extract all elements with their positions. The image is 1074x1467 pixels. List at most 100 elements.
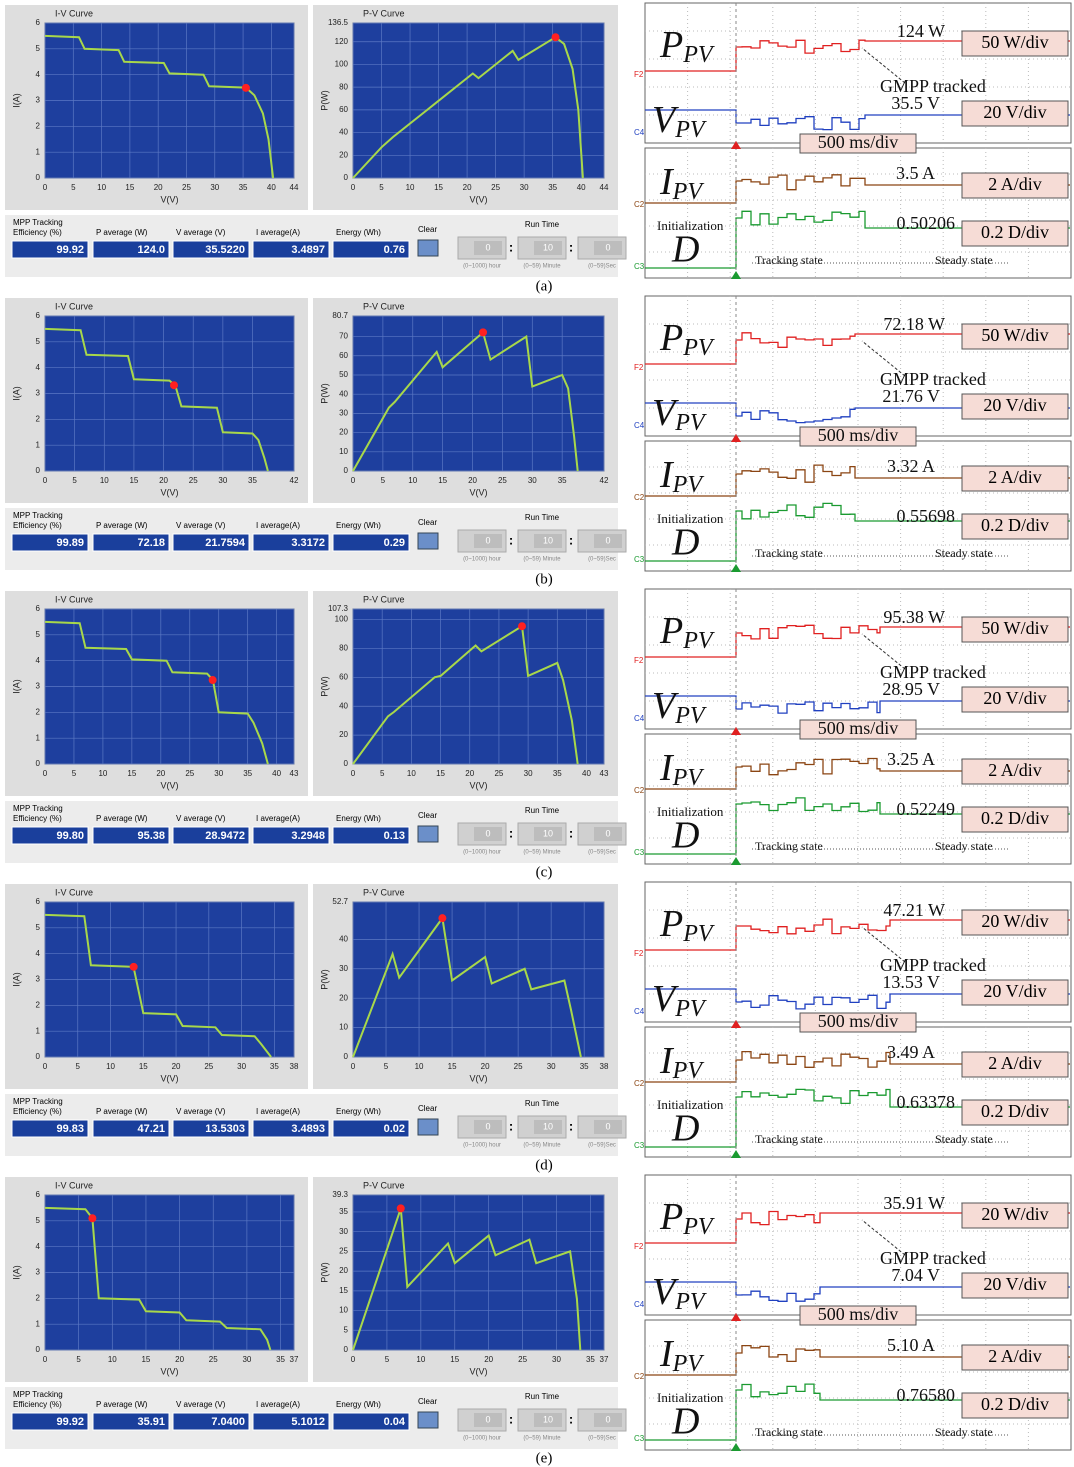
y-tick-label: 40	[339, 701, 348, 710]
stat-value: 99.92	[56, 1416, 84, 1428]
x-axis-label: V(V)	[470, 1073, 488, 1083]
x-tick-label: 20	[465, 769, 474, 778]
x-tick-label: 30	[242, 1355, 251, 1364]
stat-label: V average (V)	[176, 814, 226, 823]
x-tick-label: 44	[290, 183, 299, 192]
curve-chart: P-V Curve0510152025303540430204060801001…	[313, 591, 618, 796]
clear-button[interactable]	[418, 1412, 438, 1428]
current-value: 3.5 A	[896, 163, 935, 183]
x-tick-label: 30	[552, 1355, 561, 1364]
stat-value: 3.4897	[291, 244, 325, 256]
y-tick-label: 80.7	[332, 311, 348, 320]
symbol-sub: PV	[674, 410, 707, 436]
stat-label: I average(A)	[256, 521, 300, 530]
time-separator: :	[569, 532, 573, 547]
power-value: 95.38 W	[883, 607, 945, 627]
stat-label: I average(A)	[256, 814, 300, 823]
y-tick-label: 10	[339, 447, 348, 456]
time-separator: :	[509, 532, 513, 547]
y-tick-label: 6	[36, 897, 41, 906]
chart-title: P-V Curve	[363, 8, 405, 18]
clear-button[interactable]	[418, 533, 438, 549]
y-tick-label: 100	[335, 615, 349, 624]
x-tick-label: 25	[498, 476, 507, 485]
time-value: 0	[605, 828, 610, 838]
scale-label: 20 W/div	[981, 911, 1048, 931]
y-tick-label: 39.3	[332, 1190, 348, 1199]
x-tick-label: 20	[172, 1062, 181, 1071]
x-tick-label: 30	[237, 1062, 246, 1071]
time-value: 0	[485, 1414, 490, 1424]
y-tick-label: 6	[36, 1190, 41, 1199]
y-tick-label: 4	[36, 363, 41, 372]
x-tick-label: 38	[600, 1062, 609, 1071]
x-tick-label: 0	[351, 183, 356, 192]
state-label: Tracking state	[755, 546, 823, 560]
y-tick-label: 136.5	[328, 18, 349, 27]
scale-label: 0.2 D/div	[981, 1101, 1049, 1121]
x-tick-label: 42	[290, 476, 299, 485]
symbol-sub: PV	[674, 703, 707, 729]
x-tick-label: 5	[385, 1355, 390, 1364]
clear-button[interactable]	[418, 826, 438, 842]
channel-label: C4	[634, 1007, 645, 1016]
mpp-marker	[209, 676, 217, 684]
x-axis-label: V(V)	[470, 194, 488, 204]
x-tick-label: 44	[600, 183, 609, 192]
y-tick-label: 70	[339, 332, 348, 341]
panel-caption: (c)	[536, 864, 553, 880]
stats-bar: MPP TrackingEfficiency (%)99.92P average…	[5, 1387, 626, 1449]
clear-button[interactable]	[418, 240, 438, 256]
y-axis-label: I(A)	[11, 386, 21, 401]
y-tick-label: 2	[36, 414, 41, 423]
stat-value: 47.21	[137, 1123, 165, 1135]
plot-area	[353, 902, 604, 1057]
x-tick-label: 30	[547, 1062, 556, 1071]
y-tick-label: 0	[36, 1052, 41, 1061]
mpp-marker	[170, 381, 178, 389]
stat-label: V average (V)	[176, 228, 226, 237]
y-tick-label: 0	[36, 1345, 41, 1354]
x-tick-label: 15	[141, 1355, 150, 1364]
y-tick-label: 20	[339, 150, 348, 159]
time-unit: (0~59) Minute	[523, 557, 561, 563]
time-unit: (0~59) Minute	[523, 1436, 561, 1442]
x-tick-label: 35	[558, 476, 567, 485]
channel-label: C2	[634, 200, 645, 209]
clear-button[interactable]	[418, 1119, 438, 1135]
stat-label: MPP Tracking	[13, 511, 63, 520]
time-separator: :	[569, 1411, 573, 1426]
scale-label: 20 V/div	[983, 1274, 1046, 1294]
x-tick-label: 0	[351, 476, 356, 485]
x-tick-label: 15	[436, 769, 445, 778]
y-tick-label: 0	[344, 466, 349, 475]
oscilloscope: F2C4C2C3PPVVPVIPVD72.18 W50 W/divGMPP tr…	[634, 296, 1071, 572]
y-tick-label: 0	[344, 759, 349, 768]
state-label: Initialization	[657, 511, 724, 526]
symbol-main: P	[659, 1196, 683, 1238]
scale-label: 2 A/div	[988, 1346, 1042, 1366]
x-tick-label: 0	[43, 1062, 48, 1071]
x-tick-label: 20	[484, 1355, 493, 1364]
duty-value: 0.50206	[897, 213, 956, 233]
mpp-marker	[552, 33, 560, 41]
x-tick-label: 20	[159, 476, 168, 485]
power-value: 124 W	[897, 21, 945, 41]
y-tick-label: 1	[36, 440, 41, 449]
x-tick-label: 20	[481, 1062, 490, 1071]
stat-value: 35.91	[137, 1416, 165, 1428]
x-axis-label: V(V)	[161, 487, 179, 497]
time-unit: (0~59)Sec	[588, 264, 616, 270]
plot-area	[353, 609, 604, 764]
stat-label: Energy (Wh)	[336, 228, 381, 237]
y-tick-label: 60	[339, 351, 348, 360]
y-tick-label: 3	[36, 96, 41, 105]
time-value: 10	[543, 535, 553, 545]
x-tick-label: 10	[415, 1062, 424, 1071]
y-tick-label: 60	[339, 672, 348, 681]
x-tick-label: 5	[72, 769, 77, 778]
voltage-value: 21.76 V	[882, 386, 940, 406]
state-label: Steady state	[935, 546, 993, 560]
stat-value: 99.83	[56, 1123, 84, 1135]
duty-value: 0.63378	[897, 1092, 956, 1112]
